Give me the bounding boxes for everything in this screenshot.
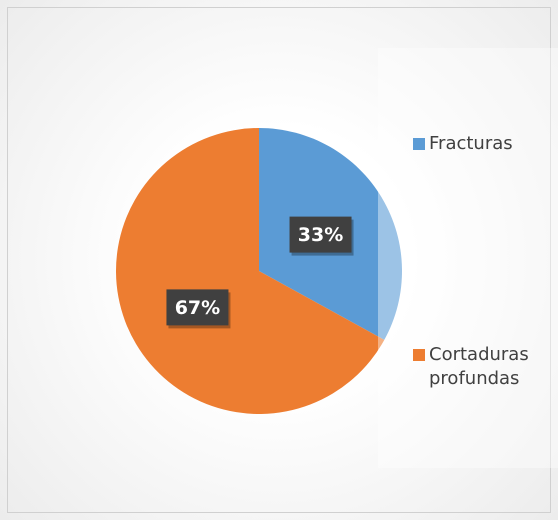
legend-swatch xyxy=(413,349,425,361)
data-label: 33% xyxy=(298,224,343,246)
legend-swatch xyxy=(413,138,425,150)
data-labels: 33% 67% xyxy=(166,216,354,329)
pie xyxy=(115,128,402,414)
legend-area xyxy=(378,48,558,468)
data-label-box xyxy=(289,216,352,253)
chart-border xyxy=(7,7,551,513)
data-label-box xyxy=(166,289,229,326)
data-label: 67% xyxy=(175,297,220,319)
legend-item: Fracturas xyxy=(413,132,547,156)
legend-item: Cortaduras profundas xyxy=(413,343,547,391)
legend-label: Cortaduras profundas xyxy=(429,344,529,389)
legend-label: Fracturas xyxy=(429,133,513,154)
pie-slice xyxy=(115,128,385,414)
